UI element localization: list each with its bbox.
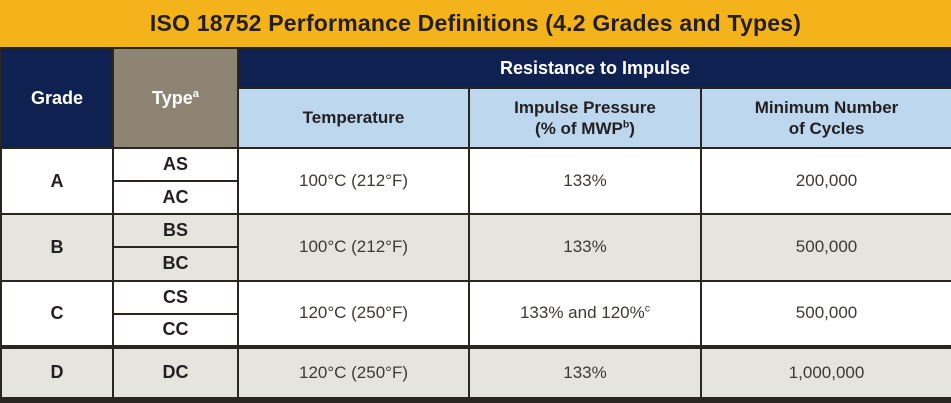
header-cycles-line2: of Cycles bbox=[788, 119, 865, 138]
header-type: Typea bbox=[112, 47, 239, 149]
header-type-label: Type bbox=[152, 87, 193, 108]
cell-type-ac: AC bbox=[112, 180, 239, 216]
cell-type-bc: BC bbox=[112, 246, 239, 282]
title-bar: ISO 18752 Performance Definitions (4.2 G… bbox=[0, 0, 951, 47]
cell-grade-d: D bbox=[0, 344, 114, 399]
cell-impulse-b: 133% bbox=[468, 213, 702, 282]
header-resistance-to-impulse: Resistance to Impulse bbox=[236, 47, 951, 89]
cell-impulse-c: 133% and 120%c bbox=[468, 279, 702, 348]
cell-temperature-a: 100°C (212°F) bbox=[237, 146, 470, 216]
cell-type-as: AS bbox=[112, 146, 239, 183]
table-row-grade-a: A AS 100°C (212°F) 133% 200,000 bbox=[0, 146, 951, 216]
cell-cycles-a: 200,000 bbox=[699, 146, 951, 216]
table-row-grade-d: D DC 120°C (250°F) 133% 1,000,000 bbox=[0, 344, 951, 399]
header-minimum-cycles: Minimum Number of Cycles bbox=[699, 87, 951, 149]
header-impulse-line2: (% of MWPb) bbox=[535, 118, 635, 138]
cell-impulse-a: 133% bbox=[468, 146, 702, 216]
cell-grade-c: C bbox=[0, 279, 114, 348]
cell-cycles-d: 1,000,000 bbox=[699, 344, 951, 399]
cell-type-dc: DC bbox=[112, 344, 239, 399]
cell-type-bs: BS bbox=[112, 213, 239, 249]
cell-type-cc: CC bbox=[112, 312, 239, 348]
cell-cycles-c: 500,000 bbox=[699, 279, 951, 348]
footnote-marker-a: a bbox=[192, 87, 199, 100]
cell-temperature-c: 120°C (250°F) bbox=[237, 279, 470, 348]
cell-grade-b: B bbox=[0, 213, 114, 282]
cell-grade-a: A bbox=[0, 146, 114, 216]
footnote-marker-b: b bbox=[622, 118, 630, 131]
header-impulse-pressure: Impulse Pressure (% of MWPb) bbox=[468, 87, 702, 149]
table-row-grade-b-sub: BC bbox=[1, 246, 951, 282]
header-cycles-line1: Minimum Number bbox=[754, 97, 899, 117]
header-grade: Grade bbox=[0, 47, 114, 149]
header-grade-label: Grade bbox=[30, 87, 84, 108]
table-row-grade-a-sub: AC bbox=[1, 180, 951, 216]
header-impulse-line1: Impulse Pressure bbox=[514, 97, 656, 117]
header-resistance-label: Resistance to Impulse bbox=[499, 57, 691, 78]
table-row-grade-b: B BS 100°C (212°F) 133% 500,000 bbox=[0, 213, 951, 282]
cell-impulse-d: 133% bbox=[468, 344, 702, 399]
header-temperature: Temperature bbox=[237, 87, 470, 149]
performance-table: Grade Typea Resistance to Impulse Temper… bbox=[0, 47, 951, 399]
cell-temperature-b: 100°C (212°F) bbox=[237, 213, 470, 282]
cell-cycles-b: 500,000 bbox=[699, 213, 951, 282]
page-title: ISO 18752 Performance Definitions (4.2 G… bbox=[149, 10, 802, 36]
cell-temperature-d: 120°C (250°F) bbox=[237, 344, 470, 399]
table-row-grade-c-sub: CC bbox=[1, 312, 951, 348]
cell-type-cs: CS bbox=[112, 279, 239, 315]
header-temperature-label: Temperature bbox=[302, 108, 405, 128]
table-row-grade-c: C CS 120°C (250°F) 133% and 120%c 500,00… bbox=[0, 279, 951, 348]
footnote-marker-c: c bbox=[644, 302, 651, 315]
